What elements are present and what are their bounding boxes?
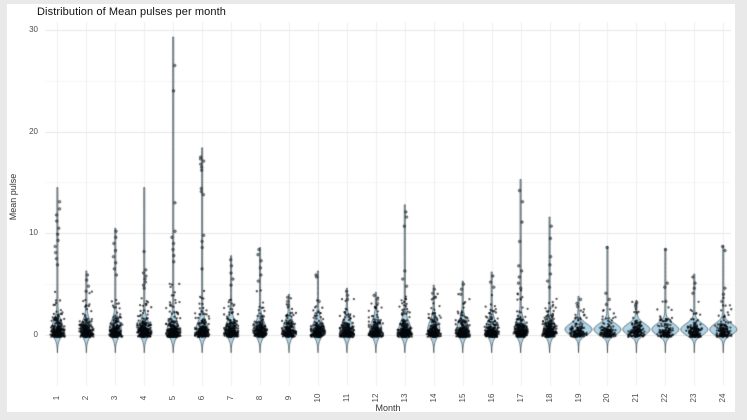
x-tick-label: 2 <box>81 395 91 401</box>
x-tick-label: 11 <box>341 393 351 403</box>
x-tick-label: 16 <box>486 393 496 403</box>
x-tick-label: 24 <box>718 393 728 403</box>
x-tick-label: 3 <box>110 395 120 401</box>
x-tick-label: 21 <box>631 393 641 403</box>
x-tick-label: 12 <box>370 393 380 403</box>
x-tick-label: 18 <box>544 393 554 403</box>
x-tick-label: 5 <box>168 395 178 401</box>
x-tick-label: 22 <box>660 393 670 403</box>
x-tick-label: 23 <box>689 393 699 403</box>
x-tick-label: 8 <box>255 395 265 401</box>
x-tick-label: 6 <box>197 395 207 401</box>
x-tick-label: 1 <box>52 395 62 401</box>
x-tick-label: 20 <box>602 393 612 403</box>
x-axis-title: Month <box>375 403 401 413</box>
x-tick-label: 15 <box>457 393 467 403</box>
x-tick-label: 13 <box>399 393 409 403</box>
x-tick-label: 14 <box>428 393 438 403</box>
x-tick-label: 19 <box>573 393 583 403</box>
y-axis-title: Mean pulse <box>8 173 18 221</box>
x-tick-label: 7 <box>226 395 236 401</box>
chart-title: Distribution of Mean pulses per month <box>37 6 226 18</box>
y-tick-label: 0 <box>33 330 38 339</box>
x-tick-label: 10 <box>312 393 322 403</box>
x-tick-label: 17 <box>515 393 525 403</box>
y-tick-label: 20 <box>29 126 38 136</box>
y-tick-label: 30 <box>29 24 38 34</box>
x-tick-label: 4 <box>139 395 149 401</box>
y-tick-label: 10 <box>29 228 38 238</box>
x-tick-label: 9 <box>284 395 293 401</box>
